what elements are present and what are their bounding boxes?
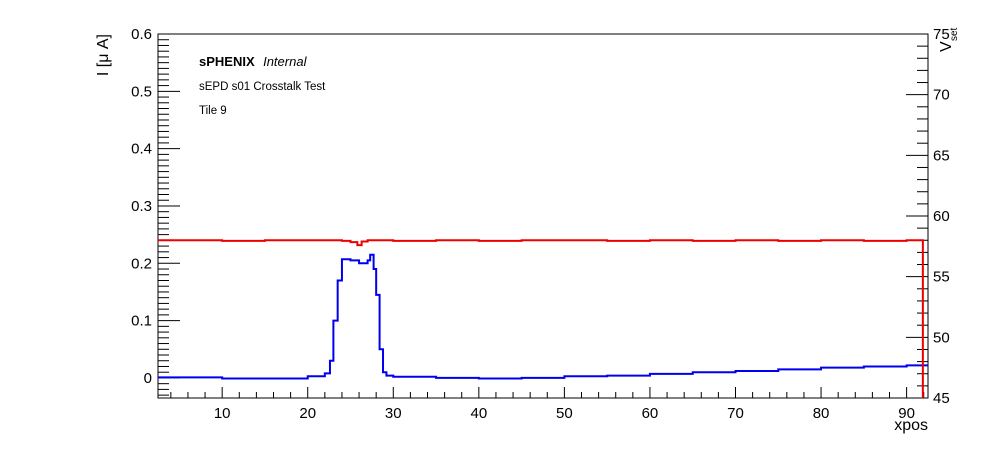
series-lines [158, 239, 928, 398]
vset-series-line [158, 239, 924, 398]
x-axis-title: xpos [894, 417, 928, 434]
y-tick-label: 0.3 [131, 198, 152, 215]
x-tick-label: 20 [299, 405, 316, 422]
x-tick-label: 70 [727, 405, 744, 422]
y2-axis-title-main: V [938, 41, 955, 52]
tick-marks [158, 33, 928, 399]
x-tick-label: 40 [470, 405, 487, 422]
x-tick-label: 60 [642, 405, 659, 422]
y-tick-label: 0.6 [131, 26, 152, 43]
x-tick-label: 30 [385, 405, 402, 422]
y-tick-labels: 0 0.1 0.2 0.3 0.4 0.5 0.6 [131, 26, 152, 387]
brand-label: sPHENIX Internal [199, 53, 308, 70]
y-tick-label: 0.2 [131, 255, 152, 272]
current-series-line [158, 253, 928, 380]
annotation-tile: Tile 9 [199, 105, 227, 117]
annotation-test-name: sEPD s01 Crosstalk Test [199, 81, 326, 93]
y-tick-label: 0.4 [131, 141, 152, 158]
x-tick-label: 90 [898, 405, 915, 422]
y2-tick-label: 70 [933, 87, 950, 104]
y2-tick-label: 45 [933, 390, 950, 407]
y2-tick-label: 65 [933, 147, 950, 164]
x-tick-label: 10 [214, 405, 231, 422]
x-tick-labels: 10 20 30 40 50 60 70 80 90 [214, 405, 915, 422]
y2-tick-label: 60 [933, 208, 950, 225]
x-tick-label: 50 [556, 405, 573, 422]
y2-tick-labels: 45 50 55 60 65 70 75 [933, 26, 950, 407]
y2-axis-title: V set [938, 27, 960, 52]
y-tick-label: 0 [144, 370, 152, 387]
y2-axis-title-subscript: set [949, 27, 960, 41]
y-axis-title: I [μ A] [95, 34, 112, 76]
y-tick-label: 0.1 [131, 313, 152, 330]
y2-tick-label: 55 [933, 269, 950, 286]
y-tick-label: 0.5 [131, 83, 152, 100]
brand-qualifier: Internal [263, 54, 307, 69]
brand-name: sPHENIX [199, 54, 255, 69]
y2-tick-label: 75 [933, 26, 950, 43]
x-tick-label: 80 [813, 405, 830, 422]
y2-tick-label: 50 [933, 329, 950, 346]
